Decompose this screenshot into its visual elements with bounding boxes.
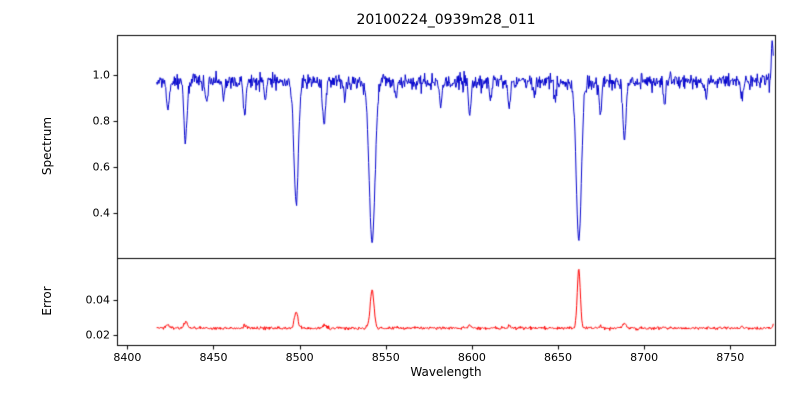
- x-tick-label: 8550: [371, 351, 400, 364]
- chart-title: 20100224_0939m28_011: [356, 12, 536, 28]
- x-tick-label: 8700: [630, 351, 659, 364]
- spectrum-ylabel: Spectrum: [40, 116, 54, 176]
- spectrum-y-tick-label: 0.8: [92, 114, 111, 128]
- error-y-tick-label: 0.04: [85, 293, 111, 307]
- x-tick-label: 8650: [543, 351, 572, 364]
- x-axis-label: Wavelength: [410, 365, 482, 379]
- x-tick-label: 8600: [457, 351, 486, 364]
- x-tick-label: 8400: [113, 351, 142, 364]
- x-tick-label: 8450: [199, 351, 228, 364]
- spectrum-y-tick-label: 0.6: [92, 160, 111, 174]
- x-tick-label: 8750: [716, 351, 745, 364]
- x-tick-label: 8500: [285, 351, 314, 364]
- error-ylabel: Error: [40, 286, 54, 316]
- error-y-tick-label: 0.02: [85, 328, 111, 342]
- spectrum-y-tick-label: 1.0: [92, 68, 111, 82]
- spectrum-y-tick-label: 0.4: [92, 206, 111, 220]
